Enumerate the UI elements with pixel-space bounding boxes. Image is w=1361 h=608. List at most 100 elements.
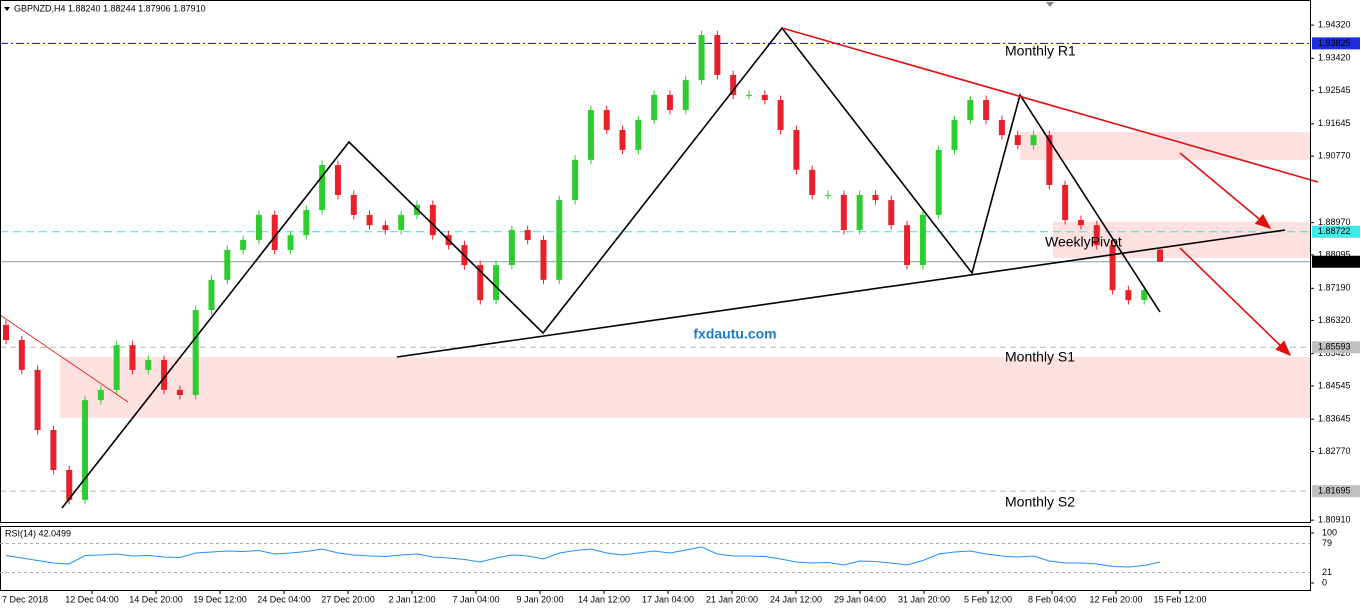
candle-body bbox=[983, 100, 990, 120]
candle-body bbox=[1030, 135, 1037, 146]
candle-body bbox=[619, 129, 626, 150]
x-tick-label: 21 Jan 20:00 bbox=[706, 594, 758, 604]
x-tick-label: 31 Jan 20:00 bbox=[898, 594, 950, 604]
candle-body bbox=[651, 94, 658, 120]
y-tick-label: 1.92545 bbox=[1318, 85, 1351, 95]
candle-body bbox=[303, 210, 310, 236]
x-tick-label: 15 Feb 12:00 bbox=[1153, 594, 1206, 604]
x-tick-label: 7 Dec 2018 bbox=[2, 594, 48, 604]
candle-body bbox=[603, 110, 610, 130]
level-label: 1.87910 bbox=[1318, 256, 1351, 266]
candle-body bbox=[1077, 220, 1084, 226]
level-label-bg bbox=[1312, 341, 1360, 354]
candle-body bbox=[240, 239, 247, 250]
x-tick-label: 12 Dec 04:00 bbox=[65, 594, 119, 604]
candle-body bbox=[1014, 135, 1021, 146]
x-tick-label: 12 Feb 20:00 bbox=[1089, 594, 1142, 604]
main-frame bbox=[0, 0, 1311, 523]
candle-body bbox=[935, 149, 942, 215]
candle-body bbox=[1141, 290, 1148, 301]
zone bbox=[60, 356, 1310, 418]
x-tick-label: 8 Feb 04:00 bbox=[1028, 594, 1076, 604]
candle-body bbox=[129, 345, 136, 370]
candle-body bbox=[730, 74, 737, 95]
y-tick-label: 1.86320 bbox=[1318, 315, 1351, 325]
thin-line bbox=[0, 314, 129, 403]
x-tick-label: 29 Jan 04:00 bbox=[834, 594, 886, 604]
candle-body bbox=[714, 35, 721, 75]
candle-body bbox=[951, 119, 958, 150]
level-label: 1.85593 bbox=[1318, 342, 1351, 352]
rsi-label: RSI(14) 42.0499 bbox=[5, 528, 71, 538]
candle-body bbox=[82, 400, 89, 500]
candle-body bbox=[761, 94, 768, 101]
candle-body bbox=[508, 229, 515, 266]
candle-body bbox=[113, 345, 120, 390]
candle-body bbox=[50, 430, 57, 470]
arrow bbox=[1179, 152, 1272, 230]
candle-body bbox=[334, 165, 341, 195]
y-tick-label: 1.88095 bbox=[1318, 249, 1351, 259]
level-label-bg bbox=[1312, 37, 1360, 50]
scroll-marker bbox=[1046, 2, 1054, 7]
y-tick-label: 1.90770 bbox=[1318, 151, 1351, 161]
candle-body bbox=[176, 389, 183, 396]
candle-body bbox=[1109, 245, 1116, 291]
candle-body bbox=[1046, 135, 1053, 185]
candle-body bbox=[809, 169, 816, 195]
y-tick-label: 1.91645 bbox=[1318, 118, 1351, 128]
y-tick-label: 1.87190 bbox=[1318, 283, 1351, 293]
candle-body bbox=[350, 194, 357, 215]
candle-body bbox=[904, 225, 911, 266]
y-tick-label: 1.80910 bbox=[1318, 515, 1351, 525]
candle-body bbox=[97, 389, 104, 401]
candle-body bbox=[493, 265, 500, 301]
support-line bbox=[396, 229, 1286, 358]
rsi-tick-label: 0 bbox=[1322, 577, 1327, 587]
candle-body bbox=[635, 119, 642, 150]
candle-body bbox=[572, 159, 579, 201]
candle-body bbox=[698, 35, 705, 81]
level-name: WeeklyPivot bbox=[1045, 234, 1122, 250]
candle-body bbox=[825, 194, 832, 196]
candle-body bbox=[540, 239, 547, 280]
candle-body bbox=[919, 214, 926, 266]
x-tick-label: 7 Jan 04:00 bbox=[452, 594, 499, 604]
rsi-tick-label: 100 bbox=[1322, 527, 1337, 537]
candle-body bbox=[777, 100, 784, 130]
x-tick-label: 14 Dec 20:00 bbox=[129, 594, 183, 604]
rsi-line bbox=[5, 546, 1161, 568]
level-label: 1.93825 bbox=[1318, 38, 1351, 48]
level-name: Monthly S2 bbox=[1005, 494, 1075, 510]
x-tick-label: 24 Dec 04:00 bbox=[257, 594, 311, 604]
symbol-menu[interactable] bbox=[4, 7, 10, 11]
candle-body bbox=[967, 100, 974, 120]
candle-body bbox=[477, 265, 484, 301]
candle-body bbox=[1093, 225, 1100, 246]
level-name: Monthly S1 bbox=[1005, 349, 1075, 365]
candle-body bbox=[366, 214, 373, 226]
level-label: 1.81695 bbox=[1318, 486, 1351, 496]
x-tick-label: 2 Jan 12:00 bbox=[388, 594, 435, 604]
candle-body bbox=[745, 94, 752, 96]
level-label-bg bbox=[1312, 225, 1360, 238]
arrow bbox=[1179, 247, 1292, 357]
candle-body bbox=[1062, 184, 1069, 221]
watermark: fxdautu.com bbox=[693, 326, 776, 342]
level-label: 1.88722 bbox=[1318, 226, 1351, 236]
x-tick-label: 17 Jan 04:00 bbox=[642, 594, 694, 604]
candle-body bbox=[1157, 249, 1163, 262]
candle-body bbox=[856, 194, 863, 230]
candle-body bbox=[255, 214, 262, 240]
candle-body bbox=[145, 359, 152, 370]
x-tick-label: 5 Feb 12:00 bbox=[964, 594, 1012, 604]
y-tick-label: 1.88970 bbox=[1318, 217, 1351, 227]
rsi-frame bbox=[0, 526, 1311, 591]
candle-body bbox=[3, 324, 9, 341]
candle-body bbox=[872, 194, 879, 201]
rsi-tick-label: 21 bbox=[1322, 567, 1332, 577]
candle-body bbox=[66, 469, 73, 500]
x-tick-label: 27 Dec 20:00 bbox=[321, 594, 375, 604]
candle-body bbox=[34, 369, 41, 431]
